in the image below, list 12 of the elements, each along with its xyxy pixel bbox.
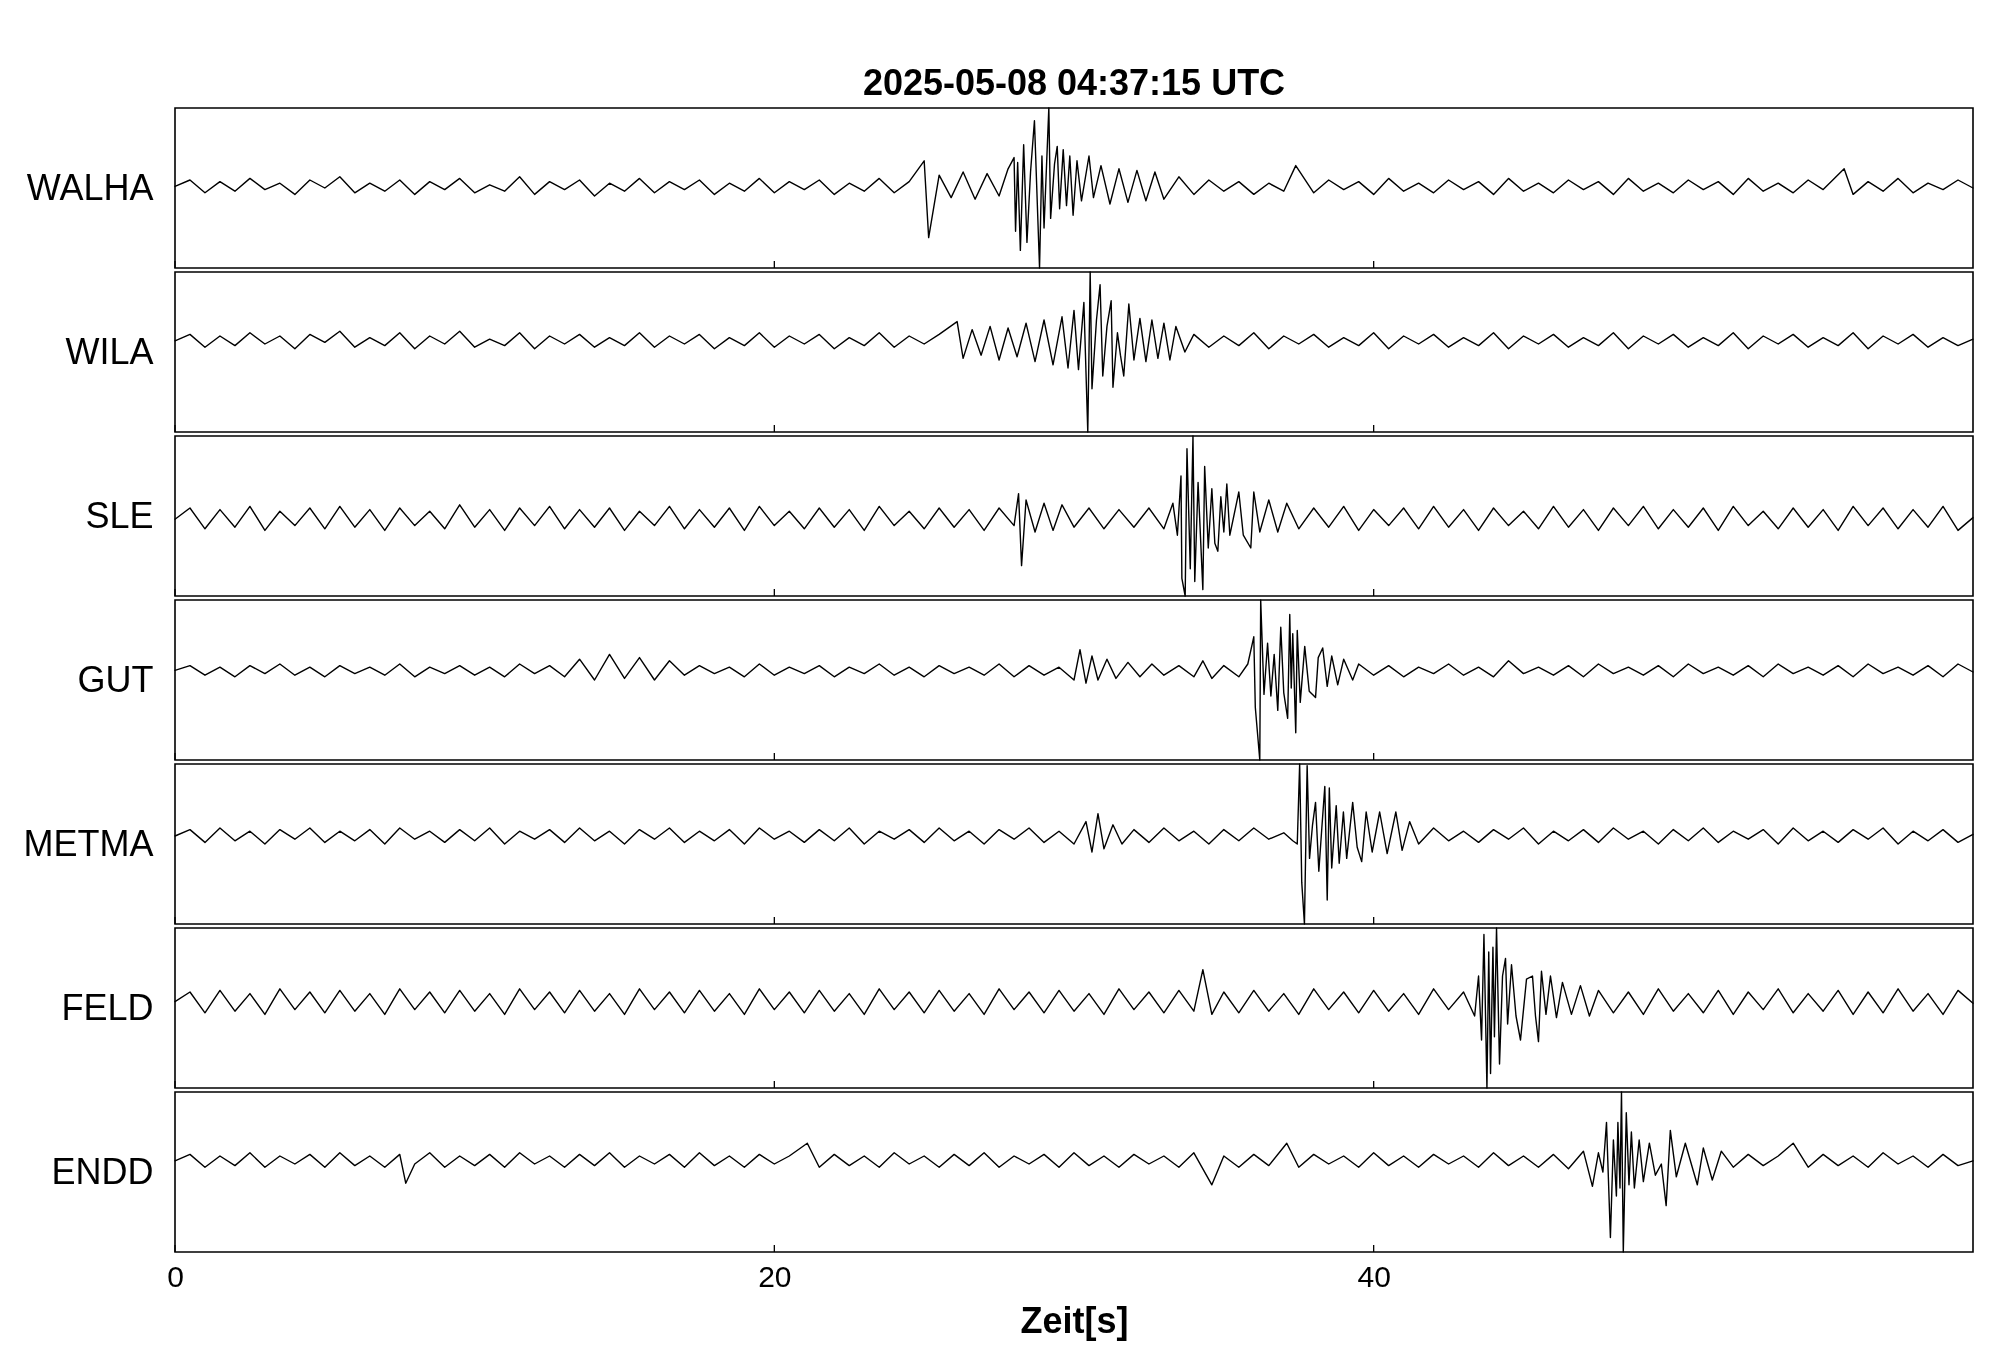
x-axis-title: Zeit[s] [1020,1299,1129,1341]
y-axis-title: GUT [77,658,154,700]
y-axis-title: METMA [23,822,154,864]
x-tick-label: 40 [1357,1259,1391,1293]
y-axis-title: WALHA [26,166,154,208]
y-axis-title: SLE [85,494,154,536]
y-axis-title: WILA [65,330,154,372]
y-axis-title: ENDD [51,1150,154,1192]
x-tick-label: 20 [758,1259,792,1293]
chart-title: 2025-05-08 04:37:15 UTC [862,62,1286,104]
x-tick-label: 0 [167,1259,184,1293]
y-axis-title: FELD [61,986,154,1028]
